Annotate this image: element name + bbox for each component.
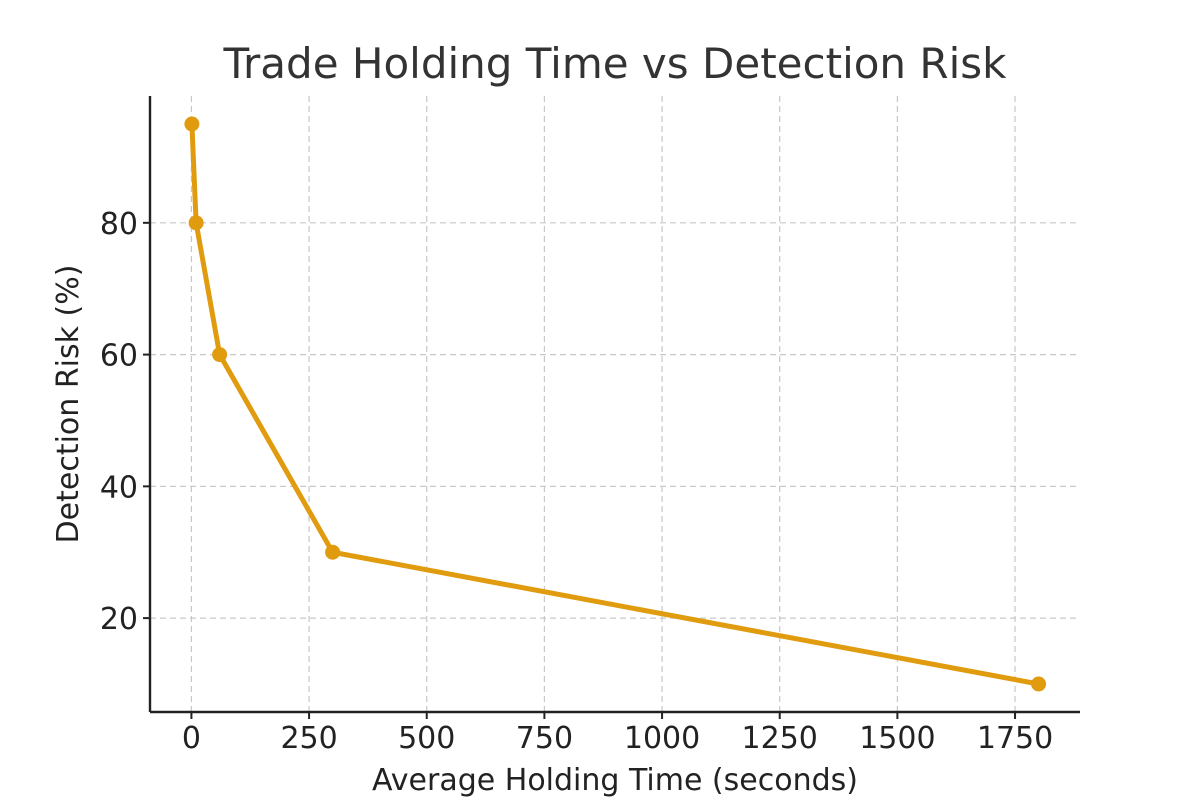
data-point (184, 116, 200, 132)
y-tick-label: 20 (100, 602, 138, 637)
grid (150, 96, 1080, 712)
x-axis-label: Average Holding Time (seconds) (372, 763, 858, 798)
x-ticks: 0 250 500 750 1000 1250 1500 1750 (182, 712, 1053, 756)
y-axis-label: Detection Risk (%) (51, 265, 86, 544)
y-tick-label: 40 (100, 470, 138, 505)
data-point (212, 347, 228, 363)
x-tick-label: 1750 (977, 721, 1053, 756)
series-group (184, 116, 1047, 692)
x-tick-label: 500 (398, 721, 455, 756)
x-tick-label: 1500 (859, 721, 935, 756)
data-point (188, 215, 204, 231)
y-tick-label: 60 (100, 339, 138, 374)
y-ticks: 20 40 60 80 (100, 207, 150, 637)
x-tick-label: 250 (280, 721, 337, 756)
series-line (189, 121, 1042, 687)
x-tick-label: 1000 (624, 721, 700, 756)
x-tick-label: 0 (182, 721, 201, 756)
x-tick-label: 750 (516, 721, 573, 756)
axes (148, 96, 1080, 714)
data-point (325, 544, 341, 560)
y-tick-label: 80 (100, 207, 138, 242)
data-point (1031, 676, 1047, 692)
chart-title: Trade Holding Time vs Detection Risk (223, 39, 1008, 88)
x-tick-label: 1250 (742, 721, 818, 756)
